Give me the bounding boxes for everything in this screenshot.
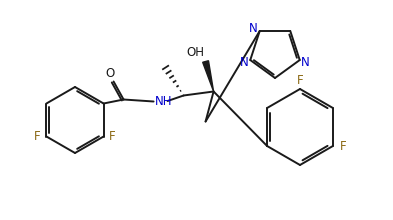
Polygon shape [203,61,213,92]
Text: F: F [34,130,41,143]
Text: N: N [240,55,249,69]
Text: N: N [301,55,310,69]
Text: F: F [109,130,116,143]
Text: O: O [105,67,114,80]
Text: F: F [297,73,303,86]
Text: N: N [249,22,258,35]
Text: OH: OH [187,46,205,59]
Text: F: F [340,139,346,152]
Text: NH: NH [155,95,172,108]
